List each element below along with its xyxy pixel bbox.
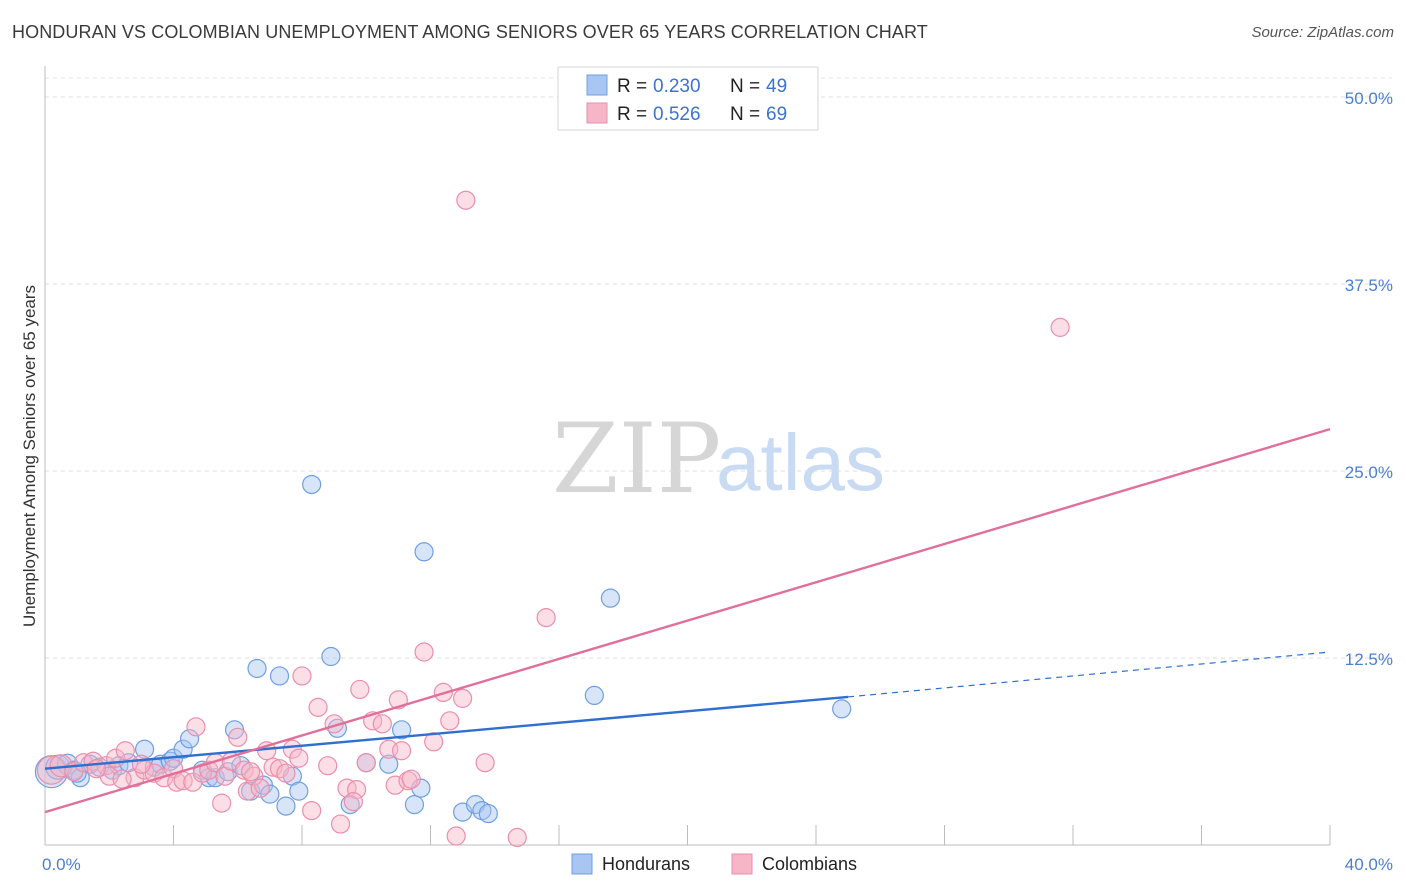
legend-r-label-2: R = <box>617 104 647 125</box>
colombians-point-16 <box>186 717 206 737</box>
chart-title: HONDURAN VS COLOMBIAN UNEMPLOYMENT AMONG… <box>12 22 928 42</box>
colombians-point-62 <box>1050 317 1070 337</box>
bottom-legend-label-colombians: Colombians <box>762 854 857 874</box>
hondurans-point-16 <box>179 729 200 749</box>
colombians-point-31 <box>276 763 296 783</box>
trend-lines <box>44 427 1331 814</box>
hondurans-point-31 <box>302 474 322 495</box>
y-tick-label-3: 50.0% <box>1345 89 1393 108</box>
hondurans-point-40 <box>414 542 434 562</box>
colombians-point-56 <box>446 826 466 846</box>
colombians-point-42 <box>350 679 370 700</box>
bottom-legend-label-hondurans: Hondurans <box>602 854 690 874</box>
source-label: Source: ZipAtlas.com <box>1251 24 1394 41</box>
colombians-trend-line <box>44 427 1331 814</box>
colombians-point-68 <box>112 769 132 789</box>
colombians-point-23 <box>228 727 248 747</box>
legend-n-label-1: N = <box>730 76 760 97</box>
hondurans-point-46 <box>600 588 621 608</box>
colombians-point-55 <box>440 711 460 731</box>
x-tick-label-1: 40.0% <box>1345 855 1393 874</box>
hondurans-point-24 <box>247 658 267 679</box>
colombians-point-36 <box>308 697 328 717</box>
hondurans-point-44 <box>478 803 498 824</box>
colombians-point-64 <box>131 754 151 774</box>
watermark-atlas: atlas <box>716 418 885 507</box>
hondurans-point-37 <box>391 720 412 740</box>
data-points <box>34 190 1070 848</box>
hondurans-trend-line <box>44 695 849 770</box>
colombians-point-33 <box>289 748 309 768</box>
hondurans-point-48 <box>67 763 87 783</box>
colombians-point-20 <box>212 793 232 813</box>
colombians-point-34 <box>292 666 312 686</box>
colombians-point-49 <box>391 741 412 761</box>
colombians-point-39 <box>330 814 351 834</box>
hondurans-point-45 <box>584 685 604 706</box>
colombians-point-52 <box>414 642 434 662</box>
watermark-zip: ZIP <box>552 403 721 515</box>
bottom-legend-swatch-hondurans <box>571 853 593 875</box>
y-axis-label: Unemployment Among Seniors over 65 years <box>20 285 39 627</box>
legend-r-value-2: 0.526 <box>653 104 701 125</box>
hondurans-point-26 <box>260 784 280 804</box>
legend-swatch-colombians <box>586 102 608 124</box>
colombians-point-61 <box>536 608 556 628</box>
x-tick-label-0: 0.0% <box>42 855 81 874</box>
colombians-point-24 <box>234 760 254 780</box>
hondurans-trend-extension <box>848 651 1331 698</box>
colombians-point-57 <box>453 688 473 708</box>
colombians-point-37 <box>318 756 338 776</box>
hondurans-point-38 <box>404 795 425 815</box>
hondurans-point-32 <box>321 646 341 667</box>
x-tick-labels: 0.0% 40.0% <box>42 855 1393 874</box>
hondurans-point-28 <box>276 796 296 816</box>
legend-swatch-hondurans <box>586 74 608 96</box>
colombians-point-59 <box>475 753 495 773</box>
hondurans-point-10 <box>134 739 155 759</box>
colombians-point-50 <box>398 771 418 791</box>
colombians-point-35 <box>302 800 322 821</box>
colombians-point-41 <box>347 780 367 800</box>
y-tick-label-0: 12.5% <box>1345 650 1393 669</box>
y-tick-label-2: 37.5% <box>1345 276 1393 295</box>
legend-n-label-2: N = <box>730 104 760 125</box>
colombians-point-60 <box>507 827 527 848</box>
legend-n-value-1: 49 <box>766 76 787 97</box>
y-tick-labels: 12.5% 25.0% 37.5% 50.0% <box>1345 89 1393 669</box>
legend-n-value-2: 69 <box>766 104 787 125</box>
gridlines <box>45 77 1392 659</box>
y-tick-label-1: 25.0% <box>1345 463 1393 482</box>
colombians-point-66 <box>343 792 363 812</box>
stats-legend: R = 0.230 N = 49 R = 0.526 N = 69 <box>557 66 819 131</box>
hondurans-point-47 <box>832 699 852 719</box>
colombians-point-45 <box>372 714 392 734</box>
legend-r-label-1: R = <box>617 76 647 97</box>
hondurans-point-30 <box>289 781 309 801</box>
hondurans-point-36 <box>379 754 399 774</box>
bottom-legend-swatch-colombians <box>731 853 753 875</box>
colombians-point-58 <box>456 190 476 210</box>
colombians-point-27 <box>250 778 270 798</box>
hondurans-point-27 <box>269 666 290 686</box>
colombians-point-51 <box>401 769 421 789</box>
colombians-point-7 <box>115 741 135 761</box>
colombians-point-43 <box>356 753 376 773</box>
legend-r-value-1: 0.230 <box>653 76 701 97</box>
hondurans-point-15 <box>173 739 193 759</box>
colombians-point-65 <box>241 762 261 782</box>
x-ticks <box>173 825 1331 845</box>
series-legend: Hondurans Colombians <box>571 853 857 875</box>
